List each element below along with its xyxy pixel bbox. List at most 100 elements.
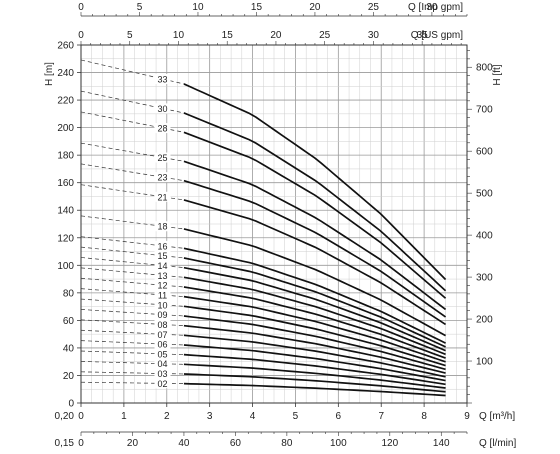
tick-label-m3h: 4	[250, 411, 256, 422]
tick-label-lmin: 140	[433, 438, 450, 449]
corner-label-lower: 0,15	[55, 438, 75, 449]
curve-label-18: 18	[157, 222, 167, 232]
tick-label-impgpm: 30	[426, 2, 438, 13]
corner-label-upper: 0,20	[55, 411, 75, 422]
curve-label-08: 08	[157, 320, 167, 330]
curve-12	[183, 286, 446, 359]
curve-label-25: 25	[157, 153, 167, 163]
curve-label-03: 03	[157, 369, 167, 379]
tick-label-hm: 220	[57, 96, 74, 107]
curve-label-bg	[154, 191, 171, 202]
tick-label-m3h: 3	[207, 411, 213, 422]
curve-label-bg	[154, 319, 171, 330]
tick-label-usgpm: 5	[127, 30, 133, 41]
curve-label-bg	[154, 103, 171, 114]
curve-label-bg	[154, 221, 171, 232]
curve-label-bg	[154, 368, 171, 379]
curve-label-bg	[154, 260, 171, 271]
tick-label-impgpm: 0	[78, 2, 84, 13]
curve-label-02: 02	[157, 379, 167, 389]
axis-label-usgpm: Q [US gpm]	[411, 30, 463, 41]
curve-14	[183, 266, 446, 352]
tick-label-hft: 600	[476, 147, 493, 158]
tick-label-impgpm: 20	[309, 2, 321, 13]
curve-label-28: 28	[157, 124, 167, 134]
curve-label-16: 16	[157, 241, 167, 251]
curve-label-30: 30	[157, 104, 167, 114]
curve-label-10: 10	[157, 300, 167, 310]
curve-label-23: 23	[157, 173, 167, 183]
plot-frame	[80, 44, 468, 404]
tick-label-hft: 300	[476, 273, 493, 284]
curve-16	[183, 247, 446, 344]
tick-label-usgpm: 35	[417, 30, 429, 41]
curve-28	[183, 131, 447, 299]
tick-label-lmin: 120	[381, 438, 398, 449]
tick-label-lmin: 100	[330, 438, 347, 449]
curve-06	[183, 344, 446, 382]
curve-07	[183, 334, 446, 378]
tick-label-lmin: 60	[230, 438, 242, 449]
tick-label-m3h: 2	[164, 411, 170, 422]
curve-label-11: 11	[158, 290, 167, 300]
curve-label-bg	[154, 152, 171, 163]
curve-18	[183, 228, 446, 337]
tick-label-lmin: 20	[127, 438, 139, 449]
tick-label-impgpm: 25	[368, 2, 380, 13]
curve-33	[183, 83, 447, 281]
tick-label-hm: 180	[57, 151, 74, 162]
tick-label-hm: 240	[57, 68, 74, 79]
tick-label-usgpm: 15	[222, 30, 234, 41]
tick-label-impgpm: 5	[137, 2, 143, 13]
curve-label-bg	[154, 358, 171, 369]
tick-label-impgpm: 10	[192, 2, 204, 13]
tick-label-hft: 800	[476, 63, 493, 74]
tick-label-hft: 200	[476, 315, 493, 326]
curve-08	[183, 324, 446, 374]
curve-label-bg	[154, 250, 171, 261]
tick-label-hm: 0	[68, 399, 74, 410]
tick-label-m3h: 0	[78, 411, 84, 422]
tick-label-hft: 500	[476, 189, 493, 200]
curve-09	[183, 315, 446, 371]
curve-label-bg	[154, 123, 171, 134]
tick-label-m3h: 5	[293, 411, 299, 422]
axis-label-hft: H [ft]	[492, 64, 503, 85]
curve-label-bg	[154, 270, 171, 281]
curve-30	[183, 112, 447, 292]
curve-15	[183, 257, 446, 348]
curve-02	[183, 382, 446, 397]
curve-label-bg	[154, 309, 171, 320]
axis-label-lmin: Q [l/min]	[479, 438, 516, 449]
curve-05	[183, 353, 446, 386]
curve-11	[183, 295, 446, 363]
curve-label-09: 09	[157, 310, 167, 320]
tick-label-lmin: 40	[178, 438, 190, 449]
curve-label-bg	[154, 73, 171, 84]
tick-label-hm: 200	[57, 123, 74, 134]
curve-label-bg	[154, 378, 171, 389]
curve-label-04: 04	[157, 359, 167, 369]
tick-label-hft: 700	[476, 105, 493, 116]
curve-label-06: 06	[157, 340, 167, 350]
tick-label-hm: 260	[57, 41, 74, 52]
tick-label-m3h: 7	[378, 411, 384, 422]
tick-label-hft: 100	[476, 357, 493, 368]
tick-label-usgpm: 25	[319, 30, 331, 41]
curve-25	[183, 160, 447, 311]
tick-label-usgpm: 30	[368, 30, 380, 41]
curve-label-13: 13	[157, 271, 167, 281]
tick-label-hm: 20	[63, 371, 75, 382]
tick-label-m3h: 1	[121, 411, 127, 422]
tick-label-impgpm: 15	[251, 2, 263, 13]
curve-label-12: 12	[157, 281, 167, 291]
tick-label-hm: 60	[63, 316, 75, 327]
curve-21	[183, 199, 447, 326]
tick-label-lmin: 80	[281, 438, 293, 449]
tick-label-usgpm: 0	[78, 30, 84, 41]
curve-label-bg	[154, 348, 171, 359]
curve-dashed-33	[80, 59, 185, 85]
curve-label-bg	[154, 172, 171, 183]
